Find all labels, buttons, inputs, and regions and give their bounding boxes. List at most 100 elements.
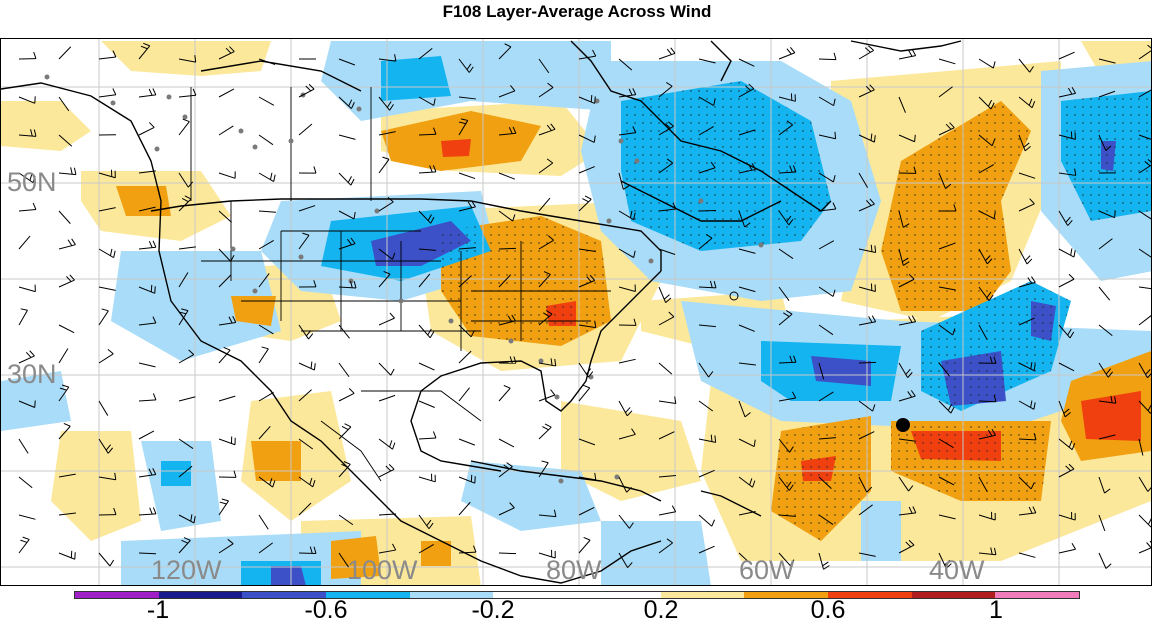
colorbar-label-neg02: -0.2 bbox=[471, 598, 514, 623]
wind-barb bbox=[499, 439, 514, 447]
wind-barb bbox=[99, 88, 116, 97]
wind-barb bbox=[179, 247, 196, 249]
wind-barb bbox=[499, 248, 516, 249]
wind-barb bbox=[419, 474, 435, 482]
wind-barb bbox=[659, 363, 672, 374]
wind-barb bbox=[19, 309, 28, 325]
wind-barb bbox=[339, 424, 351, 439]
wind-barb bbox=[139, 431, 154, 439]
wind-barb bbox=[339, 135, 355, 139]
lon-label-60w: 60W bbox=[739, 557, 795, 584]
wind-barb bbox=[219, 171, 235, 178]
wind-barb bbox=[139, 507, 156, 515]
colorbar-label-neg06: -0.6 bbox=[304, 598, 347, 623]
wind-barb bbox=[99, 349, 113, 363]
wind-barb bbox=[139, 122, 154, 135]
colorbar-label-neg1: -1 bbox=[147, 598, 169, 623]
wind-barb bbox=[859, 46, 874, 59]
wind-barb bbox=[299, 166, 316, 173]
lat-label-30n: 30N bbox=[7, 361, 57, 388]
wind-barb bbox=[1059, 543, 1076, 553]
lat-label-50n: 50N bbox=[7, 169, 57, 196]
wind-barb bbox=[19, 515, 35, 519]
wind-barb bbox=[59, 325, 74, 333]
wind-barb bbox=[219, 499, 229, 515]
colorbar bbox=[74, 591, 1080, 599]
wind-barb bbox=[1139, 515, 1152, 527]
wind-barb bbox=[539, 390, 555, 401]
wind-barb bbox=[659, 48, 675, 59]
wind-barb bbox=[219, 436, 235, 444]
lon-label-40w: 40W bbox=[929, 557, 985, 584]
wind-barb bbox=[259, 173, 275, 182]
wind-barb bbox=[459, 502, 470, 515]
colorbar-segment bbox=[912, 592, 996, 598]
wind-barb bbox=[1099, 287, 1110, 300]
wind-barb bbox=[19, 52, 36, 59]
colorbar-segment bbox=[159, 592, 243, 598]
wind-barb bbox=[459, 351, 471, 363]
wind-barb bbox=[259, 515, 268, 529]
wind-barb bbox=[99, 401, 108, 416]
wind-barb bbox=[99, 249, 115, 258]
wind-barb bbox=[659, 506, 676, 515]
wind-barb bbox=[19, 537, 29, 553]
wind-barb bbox=[259, 347, 268, 363]
wind-barb bbox=[99, 553, 114, 566]
wind-barb bbox=[219, 471, 236, 478]
wind-barb bbox=[19, 285, 35, 292]
wind-barb bbox=[59, 167, 76, 174]
field-map bbox=[1, 39, 1152, 586]
wind-barb bbox=[139, 89, 156, 97]
wind-barb bbox=[99, 309, 108, 325]
map-panel: 50N 30N 120W 100W 80W 60W 40W bbox=[0, 38, 1152, 586]
wind-barb bbox=[1019, 553, 1035, 557]
lon-label-80w: 80W bbox=[546, 557, 602, 584]
wind-barb bbox=[59, 275, 75, 287]
colorbar-label-06: 0.6 bbox=[811, 598, 846, 623]
wind-barb bbox=[299, 124, 312, 135]
wind-barb bbox=[259, 211, 276, 212]
wind-barb bbox=[939, 59, 955, 64]
wind-barb bbox=[59, 551, 75, 559]
lon-label-120w: 120W bbox=[151, 557, 222, 584]
wind-barb bbox=[819, 53, 836, 60]
wind-barb bbox=[219, 126, 233, 135]
lon-label-100w: 100W bbox=[347, 557, 418, 584]
wind-barb bbox=[1059, 52, 1075, 59]
wind-barb bbox=[19, 236, 30, 249]
wind-barb bbox=[1059, 248, 1075, 257]
wind-barb bbox=[499, 385, 510, 401]
wind-barb bbox=[859, 362, 876, 363]
wind-barb bbox=[139, 363, 156, 367]
wind-barb bbox=[459, 388, 470, 401]
wind-barb bbox=[179, 397, 195, 401]
wind-barb bbox=[539, 424, 551, 439]
wind-barb bbox=[379, 157, 389, 173]
wind-barb bbox=[259, 97, 274, 105]
wind-barb bbox=[219, 396, 235, 401]
wind-barb bbox=[59, 211, 70, 224]
wind-barb bbox=[419, 401, 435, 407]
wind-barb bbox=[419, 431, 436, 439]
wind-barb bbox=[259, 135, 273, 145]
wind-barb bbox=[1139, 315, 1152, 325]
wind-barb bbox=[1139, 541, 1152, 553]
wind-barb bbox=[99, 51, 116, 59]
wind-barb bbox=[419, 363, 434, 370]
chart-title: F108 Layer-Average Across Wind bbox=[0, 0, 1154, 30]
wind-barb bbox=[1099, 553, 1111, 568]
wind-barb bbox=[579, 537, 590, 553]
colorbar-label-02: 0.2 bbox=[644, 598, 679, 623]
colorbar-label-1: 1 bbox=[989, 598, 1003, 623]
wind-barb bbox=[779, 47, 795, 59]
wind-barb bbox=[339, 325, 350, 338]
wind-barb bbox=[59, 239, 75, 249]
wind-barb bbox=[499, 173, 515, 179]
wind-barb bbox=[499, 553, 516, 554]
wind-barb bbox=[59, 47, 71, 59]
wind-barb bbox=[179, 119, 189, 135]
wind-barb bbox=[659, 397, 676, 404]
wind-barb bbox=[339, 388, 354, 401]
wind-barb bbox=[459, 439, 475, 445]
